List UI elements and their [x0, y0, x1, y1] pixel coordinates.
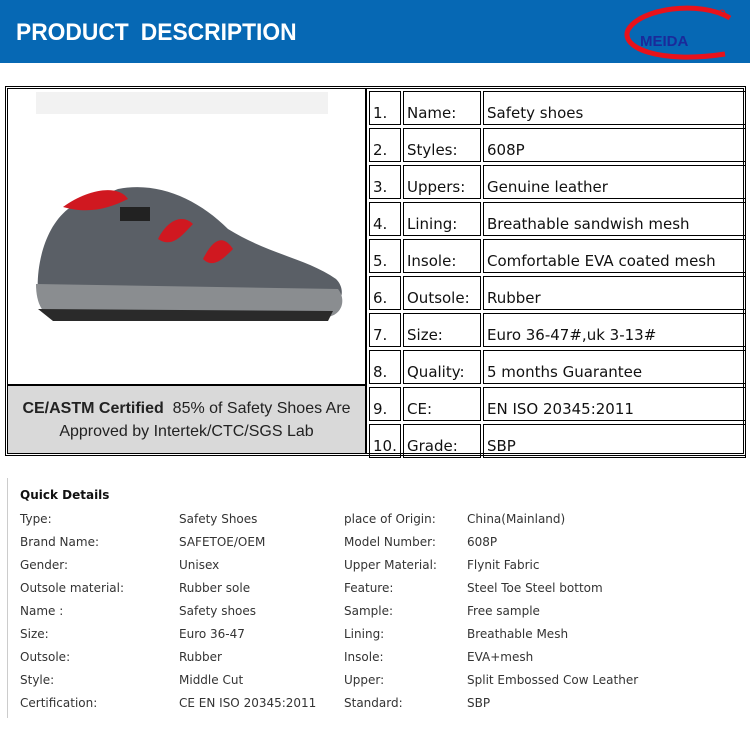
quick-details-title: Quick Details [20, 488, 110, 502]
detail-value: SAFETOE/OEM [179, 535, 266, 549]
spec-label: Size: [403, 313, 481, 347]
spec-label: Styles: [403, 128, 481, 162]
svg-text:MEIDA: MEIDA [640, 33, 689, 50]
spec-num: 9. [369, 387, 401, 421]
spec-value: SBP [483, 424, 746, 458]
detail-value: Breathable Mesh [467, 627, 569, 641]
spec-num: 7. [369, 313, 401, 347]
spec-row: 8. Quality: 5 months Guarantee [369, 348, 746, 385]
spec-num: 5. [369, 239, 401, 273]
detail-value: Free sample [467, 604, 540, 618]
spec-value: Euro 36-47#,uk 3-13# [483, 313, 746, 347]
spec-label: Grade: [403, 424, 481, 458]
detail-value: Safety Shoes [179, 512, 258, 526]
detail-value: Rubber sole [179, 581, 251, 595]
spec-label: Lining: [403, 202, 481, 236]
spec-row: 9. CE: EN ISO 20345:2011 [369, 385, 746, 422]
detail-label: Upper: [344, 673, 385, 687]
spec-num: 1. [369, 91, 401, 125]
spec-value: Breathable sandwish mesh [483, 202, 746, 236]
spec-label: Name: [403, 91, 481, 125]
spec-num: 4. [369, 202, 401, 236]
spec-num: 3. [369, 165, 401, 199]
quick-details: Quick Details Type: Safety Shoes place of … [7, 478, 747, 718]
page-title: PRODUCT DESCRIPTION [16, 19, 297, 46]
cert-text: 85% of Safety Shoes Are Approved by Inte… [59, 400, 351, 440]
detail-row: Outsole material: Rubber sole Feature: Stee… [20, 581, 740, 601]
cert-bold: CE/ASTM Certified [22, 400, 164, 417]
detail-label: Upper Material: [344, 558, 437, 572]
spec-num: 6. [369, 276, 401, 310]
spec-table: CE/ASTM Certified 85% of Safety Shoes Ar… [5, 86, 746, 459]
detail-label: Outsole material: [20, 581, 125, 595]
spec-row: 7. Size: Euro 36-47#,uk 3-13# [369, 311, 746, 348]
detail-row: Name : Safety shoes Sample: Free sample [20, 604, 740, 624]
detail-label: Name : [20, 604, 64, 618]
detail-value: Rubber [179, 650, 222, 664]
spec-value: 608P [483, 128, 746, 162]
spec-value: Rubber [483, 276, 746, 310]
spec-row: 10. Grade: SBP [369, 422, 746, 459]
certification-note: CE/ASTM Certified 85% of Safety Shoes Ar… [8, 386, 367, 453]
detail-row: Gender: Unisex Upper Material: Flynit Fabri… [20, 558, 740, 578]
detail-row: Brand Name: SAFETOE/OEM Model Number: 608P [20, 535, 740, 555]
spec-value: Safety shoes [483, 91, 746, 125]
detail-label: Type: [20, 512, 52, 526]
detail-label: Insole: [344, 650, 384, 664]
detail-label: place of Origin: [344, 512, 436, 526]
detail-value: Steel Toe Steel bottom [467, 581, 603, 595]
detail-label: Size: [20, 627, 49, 641]
detail-label: Feature: [344, 581, 394, 595]
product-image-cell [8, 89, 367, 386]
spec-value: Genuine leather [483, 165, 746, 199]
spec-num: 10. [369, 424, 401, 458]
spec-row: 6. Outsole: Rubber [369, 274, 746, 311]
detail-value: EVA+mesh [467, 650, 534, 664]
detail-row: Outsole: Rubber Insole: EVA+mesh [20, 650, 740, 670]
spec-row: 5. Insole: Comfortable EVA coated mesh [369, 237, 746, 274]
spec-value: EN ISO 20345:2011 [483, 387, 746, 421]
detail-label: Brand Name: [20, 535, 100, 549]
spec-num: 8. [369, 350, 401, 384]
detail-label: Gender: [20, 558, 69, 572]
spec-label: CE: [403, 387, 481, 421]
spec-row: 1. Name: Safety shoes [369, 89, 746, 126]
spec-label: Uppers: [403, 165, 481, 199]
detail-value: Unisex [179, 558, 220, 572]
header-banner: PRODUCT DESCRIPTION MEIDA [0, 0, 750, 63]
spec-value: Comfortable EVA coated mesh [483, 239, 746, 273]
detail-value: CE EN ISO 20345:2011 [179, 696, 317, 710]
meida-logo: MEIDA [624, 5, 732, 60]
spec-value: 5 months Guarantee [483, 350, 746, 384]
detail-value: Euro 36-47 [179, 627, 245, 641]
spec-num: 2. [369, 128, 401, 162]
spec-label: Quality: [403, 350, 481, 384]
detail-row: Type: Safety Shoes place of Origin: China(M… [20, 512, 740, 532]
detail-value: 608P [467, 535, 498, 549]
spec-label: Outsole: [403, 276, 481, 310]
detail-row: Certification: CE EN ISO 20345:2011 Standa… [20, 696, 740, 716]
detail-label: Style: [20, 673, 55, 687]
spec-row: 2. Styles: 608P [369, 126, 746, 163]
detail-label: Standard: [344, 696, 403, 710]
detail-value: SBP [467, 696, 491, 710]
detail-label: Sample: [344, 604, 394, 618]
spec-row: 4. Lining: Breathable sandwish mesh [369, 200, 746, 237]
detail-label: Outsole: [20, 650, 71, 664]
detail-value: Split Embossed Cow Leather [467, 673, 639, 687]
detail-label: Lining: [344, 627, 385, 641]
detail-value: Flynit Fabric [467, 558, 540, 572]
detail-row: Style: Middle Cut Upper: Split Embossed Cow… [20, 673, 740, 693]
spec-label: Insole: [403, 239, 481, 273]
detail-value: Safety shoes [179, 604, 257, 618]
detail-label: Model Number: [344, 535, 436, 549]
shoe-image [36, 92, 343, 321]
detail-value: China(Mainland) [467, 512, 566, 526]
detail-value: Middle Cut [179, 673, 244, 687]
detail-label: Certification: [20, 696, 98, 710]
detail-row: Size: Euro 36-47 Lining: Breathable Mesh [20, 627, 740, 647]
spec-row: 3. Uppers: Genuine leather [369, 163, 746, 200]
